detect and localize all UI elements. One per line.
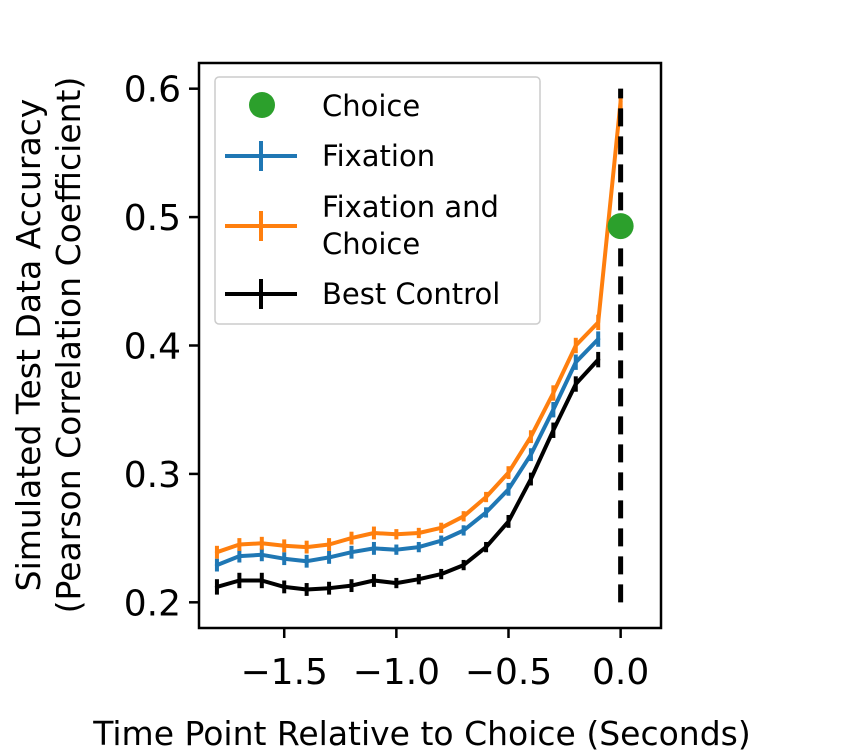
y-axis-title-line-2: (Pearson Correlation Coefficient) xyxy=(49,77,88,614)
legend-marker-choice xyxy=(249,92,275,118)
y-tick-label: 0.5 xyxy=(124,198,181,239)
legend-label-choice: Choice xyxy=(322,89,420,123)
x-tick-label: −0.5 xyxy=(465,652,552,693)
legend-label-fixation-and-choice-line-2: Choice xyxy=(322,227,420,261)
legend-label-fixation-and-choice-line-1: Fixation and xyxy=(322,190,499,224)
series-best-control xyxy=(214,351,601,596)
y-tick-label: 0.2 xyxy=(124,583,181,624)
legend-label-fixation: Fixation xyxy=(322,139,435,173)
y-tick-label: 0.3 xyxy=(124,455,181,496)
legend-marker-fixation xyxy=(225,141,297,171)
series-line-fixation xyxy=(214,337,601,568)
legend-marker-fixation-and-choice xyxy=(225,211,297,241)
x-tick-label: −1.5 xyxy=(241,652,328,693)
y-axis-title-line-1: Simulated Test Data Accuracy xyxy=(9,99,48,592)
x-tick-label: 0.0 xyxy=(592,652,649,693)
y-tick-label: 0.6 xyxy=(124,70,181,111)
legend-marker-best-control xyxy=(225,279,297,309)
legend-label-best-control: Best Control xyxy=(322,277,500,311)
legend-box xyxy=(214,76,541,325)
series-fixation xyxy=(214,331,601,572)
y-tick-label: 0.4 xyxy=(124,327,181,368)
plot-area xyxy=(214,88,634,603)
legend: Choice Fixation Fixation and Choice Best… xyxy=(214,76,541,325)
series-line-best-control xyxy=(214,357,601,592)
x-axis: −1.5 −1.0 −0.5 0.0 xyxy=(241,628,649,693)
x-axis-title: Time Point Relative to Choice (Seconds) xyxy=(92,714,751,753)
x-tick-label: −1.0 xyxy=(353,652,440,693)
y-axis: 0.2 0.3 0.4 0.5 0.6 xyxy=(124,70,199,624)
choice-point-marker xyxy=(607,213,634,240)
